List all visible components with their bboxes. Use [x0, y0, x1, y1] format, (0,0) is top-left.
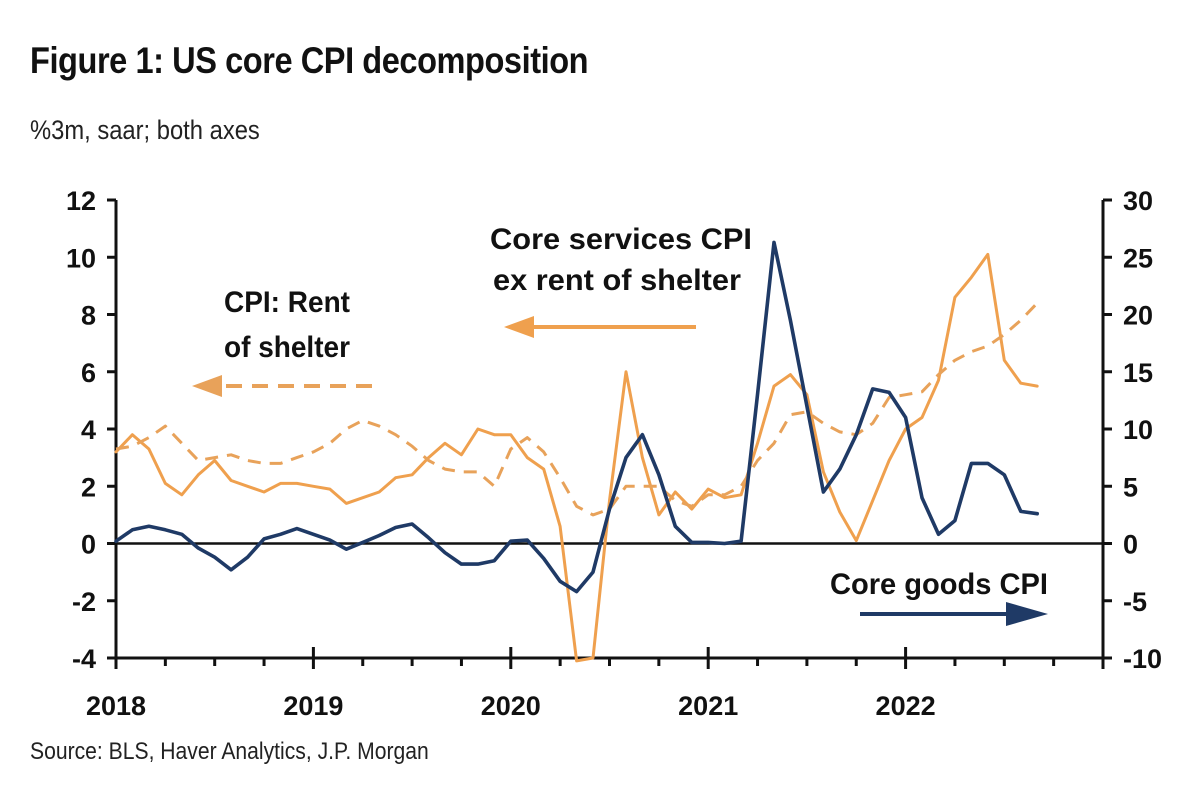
right-axis-tick-label: 20: [1123, 301, 1153, 331]
annotations: Core services CPI ex rent of shelter CPI…: [192, 223, 1048, 626]
annotation-rent-line2: of shelter: [224, 331, 350, 364]
annotation-services-line1: Core services CPI: [490, 223, 752, 256]
chart-title: Figure 1: US core CPI decomposition: [30, 40, 589, 81]
x-axis-tick-label: 2018: [86, 691, 146, 721]
arrow-left-icon: [192, 375, 222, 397]
left-axis-tick-label: 6: [81, 358, 96, 388]
right-axis-tick-label: 25: [1123, 243, 1153, 273]
x-axis-tick-label: 2022: [876, 691, 936, 721]
annotation-services-line2: ex rent of shelter: [493, 264, 741, 297]
chart-subtitle: %3m, saar; both axes: [30, 115, 260, 145]
right-axis-tick-label: -10: [1123, 644, 1162, 674]
source-note: Source: BLS, Haver Analytics, J.P. Morga…: [30, 738, 429, 765]
series-line-core-goods: [114, 240, 1039, 594]
left-axis-tick-label: -2: [72, 587, 96, 617]
left-axis-tick-label: 4: [81, 415, 96, 445]
annotation-goods-line1: Core goods CPI: [830, 568, 1048, 601]
left-axis-tick-label: 12: [66, 186, 96, 216]
left-axis-tick-label: 10: [66, 243, 96, 273]
right-axis-tick-label: 30: [1123, 186, 1153, 216]
right-axis-tick-label: 5: [1123, 472, 1138, 502]
x-axis-tick-label: 2020: [481, 691, 541, 721]
right-axis-tick-label: 0: [1123, 530, 1138, 560]
series-line-rent-of-shelter: [115, 302, 1039, 517]
right-axis-tick-label: 15: [1123, 358, 1153, 388]
right-axis-tick-label: 10: [1123, 415, 1153, 445]
annotation-rent-line1: CPI: Rent: [224, 286, 350, 319]
left-axis-tick-label: 8: [81, 301, 96, 331]
left-axis-tick-label: 2: [81, 472, 96, 502]
arrow-left-icon: [504, 316, 534, 338]
arrow-right-icon: [1006, 602, 1048, 626]
left-axis-tick-label: 0: [81, 530, 96, 560]
right-axis-tick-label: -5: [1123, 587, 1147, 617]
series-line-core-services-ex-rent: [114, 252, 1039, 663]
left-axis-tick-label: -4: [72, 644, 96, 674]
series-lines: [114, 240, 1039, 663]
x-axis-tick-label: 2019: [283, 691, 343, 721]
axes: -4 -2 0 2 4 6 8 10 12 -10 -5 0 5 10 15 20 25 30 2018 2019 20…: [66, 186, 1162, 721]
x-axis-tick-label: 2021: [678, 691, 738, 721]
